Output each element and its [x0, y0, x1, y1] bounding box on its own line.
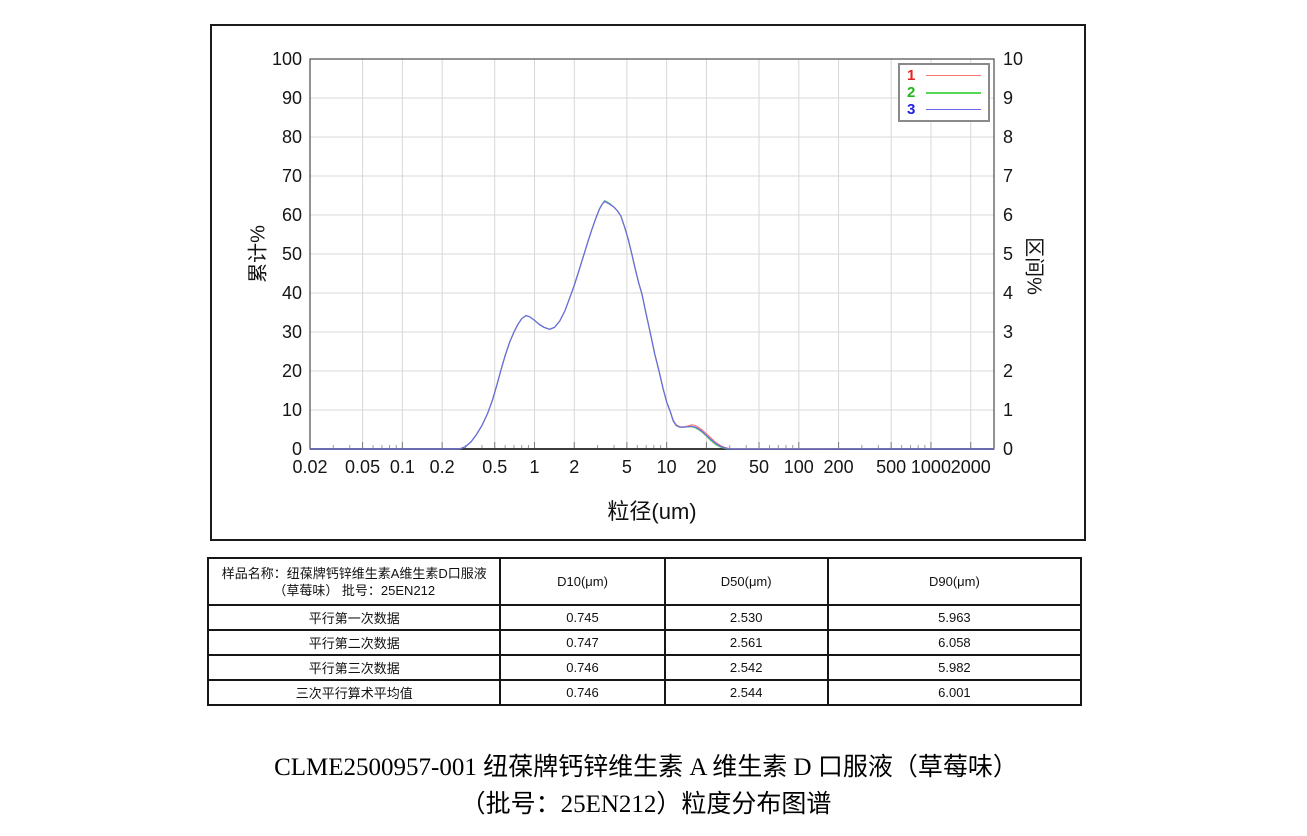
legend-series-label: 1	[907, 66, 916, 84]
y-right-tick-label: 3	[1003, 322, 1014, 342]
x-tick-label: 50	[749, 457, 770, 477]
y-right-tick-label: 8	[1003, 127, 1014, 147]
y-left-tick-label: 10	[281, 400, 302, 420]
x-tick-label: 2000	[950, 457, 991, 477]
legend-item-3: 3	[900, 100, 988, 118]
row-value: 2.561	[663, 629, 829, 656]
x-tick-label: 20	[696, 457, 717, 477]
x-tick-label: 1000	[910, 457, 951, 477]
x-tick-label: 0.1	[389, 457, 415, 477]
row-label: 平行第一次数据	[206, 604, 502, 631]
table-row: 三次平行算术平均值 0.746 2.544 6.001	[206, 679, 1083, 706]
x-tick-label: 1	[529, 457, 540, 477]
x-tick-label: 2	[569, 457, 580, 477]
table-row: 平行第一次数据 0.745 2.530 5.963	[206, 604, 1083, 631]
table-row: 平行第二次数据 0.747 2.561 6.058	[206, 629, 1083, 656]
sample-name-cell: 样品名称：纽葆牌钙锌维生素A维生素D口服液 （草莓味） 批号：25EN212	[206, 557, 502, 606]
row-value: 5.982	[826, 654, 1083, 681]
caption-line2: （批号：25EN212）粒度分布图谱	[460, 791, 832, 818]
y-left-tick-label: 60	[281, 205, 302, 225]
y-right-tick-label: 2	[1003, 361, 1014, 381]
row-value: 0.747	[499, 629, 666, 656]
row-value: 6.058	[826, 629, 1083, 656]
caption-line1: CLME2500957-001 纽葆牌钙锌维生素 A 维生素 D 口服液（草莓味…	[274, 754, 1018, 781]
column-header-d90: D90(μm)	[826, 557, 1083, 606]
y-left-tick-label: 50	[281, 244, 302, 264]
column-header-d50: D50(μm)	[663, 557, 829, 606]
legend-series-label: 3	[907, 100, 916, 118]
x-tick-label: 0.5	[482, 457, 508, 477]
y-left-tick-label: 0	[291, 439, 302, 459]
x-axis-title: 粒径(um)	[607, 499, 697, 524]
y-left-tick-label: 40	[281, 283, 302, 303]
row-value: 6.001	[826, 679, 1083, 706]
row-value: 5.963	[826, 604, 1083, 631]
row-value: 0.746	[499, 679, 666, 706]
chart-plot	[309, 58, 995, 450]
row-label: 平行第三次数据	[206, 654, 502, 681]
y-right-tick-label: 0	[1003, 439, 1014, 459]
y-right-tick-label: 10	[1003, 49, 1024, 69]
legend-line-sample	[926, 75, 981, 76]
x-tick-label: 200	[823, 457, 854, 477]
legend-item-2: 2	[900, 83, 988, 101]
sample-name-line2: （草莓味） 批号：25EN212	[273, 582, 436, 598]
y-right-tick-label: 7	[1003, 166, 1014, 186]
y-left-tick-label: 70	[281, 166, 302, 186]
curve-series-3	[309, 200, 995, 450]
column-header-d10: D10(μm)	[499, 557, 666, 606]
x-tick-label: 5	[621, 457, 632, 477]
table-header-row: 样品名称：纽葆牌钙锌维生素A维生素D口服液 （草莓味） 批号：25EN212 D…	[206, 557, 1083, 606]
sample-name-line1: 样品名称：纽葆牌钙锌维生素A维生素D口服液	[221, 565, 487, 581]
x-tick-label: 0.05	[345, 457, 381, 477]
y-right-tick-label: 6	[1003, 205, 1014, 225]
legend-item-1: 1	[900, 66, 988, 84]
y-right-tick-label: 4	[1003, 283, 1014, 303]
y-left-tick-label: 30	[281, 322, 302, 342]
y-right-tick-label: 1	[1003, 400, 1014, 420]
y-right-tick-label: 5	[1003, 244, 1014, 264]
row-value: 2.544	[663, 679, 829, 706]
y-left-tick-label: 20	[281, 361, 302, 381]
row-value: 2.542	[663, 654, 829, 681]
y-left-tick-label: 80	[281, 127, 302, 147]
x-tick-label: 500	[876, 457, 907, 477]
row-label: 平行第二次数据	[206, 629, 502, 656]
row-value: 0.746	[499, 654, 666, 681]
row-value: 0.745	[499, 604, 666, 631]
x-tick-label: 100	[783, 457, 814, 477]
legend-line-sample	[926, 91, 981, 94]
x-tick-label: 0.2	[429, 457, 455, 477]
y-left-tick-label: 90	[281, 88, 302, 108]
figure-caption: CLME2500957-001 纽葆牌钙锌维生素 A 维生素 D 口服液（草莓味…	[210, 749, 1082, 823]
x-tick-label: 0.02	[292, 457, 328, 477]
table-row: 平行第三次数据 0.746 2.542 5.982	[206, 654, 1083, 681]
y-right-tick-label: 9	[1003, 88, 1014, 108]
row-value: 2.530	[663, 604, 829, 631]
legend-line-sample	[926, 109, 981, 110]
y-left-tick-label: 100	[271, 49, 302, 69]
x-tick-label: 10	[656, 457, 677, 477]
row-label: 三次平行算术平均值	[206, 679, 502, 706]
legend-series-label: 2	[907, 83, 916, 101]
results-table: 样品名称：纽葆牌钙锌维生素A维生素D口服液 （草莓味） 批号：25EN212 D…	[206, 557, 1083, 706]
